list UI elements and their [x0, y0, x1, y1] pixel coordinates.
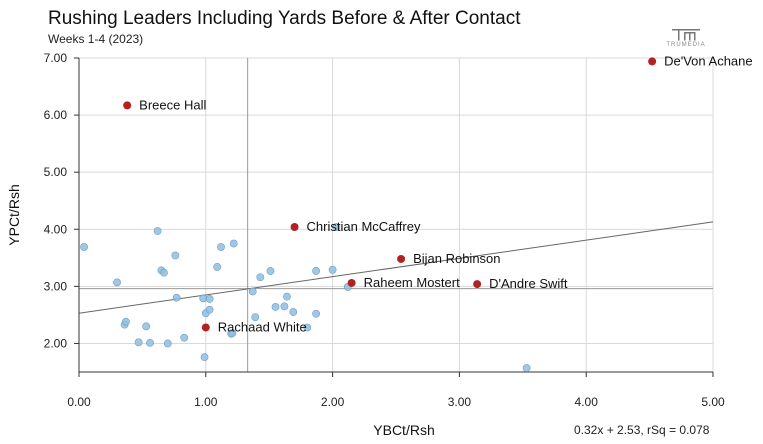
chart-title: Rushing Leaders Including Yards Before &…	[48, 8, 521, 29]
player-label: D'Andre Swift	[489, 276, 568, 291]
x-tick-label: 1.00	[194, 395, 218, 409]
data-point	[171, 251, 180, 260]
x-tick-label: 0.00	[67, 395, 91, 409]
y-tick-label: 5.00	[44, 165, 68, 179]
x-tick-label: 3.00	[448, 395, 472, 409]
y-tick-label: 3.00	[44, 279, 68, 293]
y-tick-label: 7.00	[44, 51, 68, 65]
x-tick-label: 4.00	[575, 395, 599, 409]
player-label: Christian McCaffrey	[307, 219, 421, 234]
grid	[79, 57, 714, 372]
data-point	[146, 338, 154, 347]
data-point	[522, 364, 531, 372]
highlight-point	[290, 222, 299, 231]
y-tick-label: 6.00	[44, 108, 68, 122]
reference-lines	[78, 58, 714, 372]
logo-text: TRUMEDIA	[666, 42, 706, 48]
data-point	[303, 323, 312, 332]
data-point	[113, 278, 121, 287]
data-point	[283, 292, 291, 301]
data-point	[172, 293, 181, 302]
data-point	[251, 313, 260, 322]
data-point	[122, 317, 130, 326]
data-point	[205, 305, 214, 314]
y-tick-label: 2.00	[44, 336, 68, 350]
data-points	[80, 57, 657, 372]
highlight-point	[397, 254, 406, 263]
data-point	[213, 263, 222, 271]
data-point	[160, 268, 168, 277]
data-point	[142, 322, 151, 331]
trendline-equation: 0.32x + 2.53, rSq = 0.078	[574, 423, 710, 437]
x-tick-label: 2.00	[321, 395, 345, 409]
highlight-point	[648, 57, 657, 66]
x-tick-label: 5.00	[701, 395, 725, 409]
highlight-point	[123, 101, 132, 110]
data-point	[266, 267, 275, 275]
data-point	[153, 227, 162, 235]
player-label: Raheem Mostert	[364, 275, 460, 290]
data-point	[332, 223, 341, 231]
data-point	[289, 308, 298, 316]
player-label: Breece Hall	[139, 97, 206, 112]
data-point	[328, 265, 337, 274]
data-point	[205, 295, 214, 303]
player-label: De'Von Achane	[664, 53, 753, 68]
x-axis-title: YBCt/Rsh	[373, 422, 434, 438]
player-label: Rachaad White	[218, 319, 307, 334]
data-point	[280, 302, 289, 311]
axes: 0.00 1.00 2.00 3.00 4.00 5.00 2.00 3.00 4.00 5.00…	[6, 51, 725, 438]
trend-line	[78, 221, 714, 314]
data-point	[229, 239, 238, 248]
data-point	[134, 338, 143, 347]
data-point	[200, 353, 209, 362]
data-point	[80, 243, 88, 251]
y-tick-label: 4.00	[44, 222, 68, 236]
highlight-point	[473, 280, 482, 289]
y-axis-title: YPCt/Rsh	[6, 184, 22, 245]
logo-mark-icon	[672, 29, 700, 41]
data-point	[180, 333, 189, 342]
trumedia-logo: TRUMEDIA	[662, 29, 710, 48]
player-label: Bijan Robinson	[413, 251, 500, 266]
data-point	[248, 287, 257, 296]
highlight-point	[347, 278, 356, 287]
data-point	[271, 303, 280, 311]
data-point	[312, 309, 321, 318]
point-labels: De'Von Achane Breece Hall Christian McCaff…	[139, 53, 752, 334]
data-point	[312, 267, 321, 275]
highlight-point	[201, 323, 210, 332]
data-point	[217, 243, 225, 251]
chart-subtitle: Weeks 1-4 (2023)	[48, 32, 144, 46]
data-point	[163, 339, 172, 348]
data-point	[228, 329, 237, 338]
data-point	[256, 273, 265, 282]
